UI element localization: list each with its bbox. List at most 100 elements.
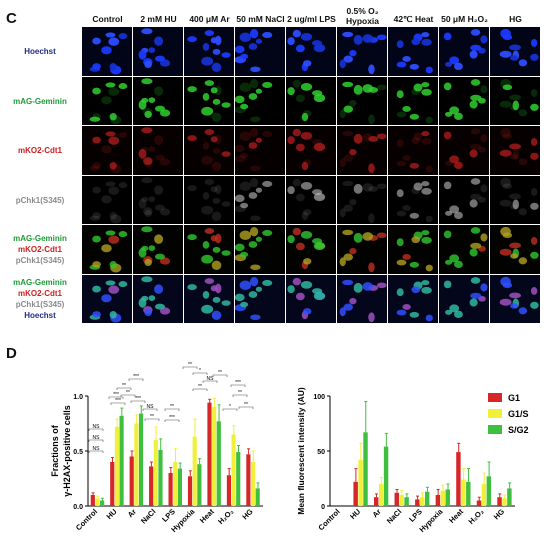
bar	[110, 462, 115, 506]
row-label-line: pChk1(S345)	[15, 300, 65, 310]
x-tick-label: HU	[348, 507, 362, 521]
significance-mark: ***	[135, 396, 141, 402]
y-tick-label: 1.0	[73, 394, 83, 401]
micrograph-tile	[184, 274, 234, 323]
bar	[456, 452, 461, 506]
bar	[466, 481, 471, 506]
row-label-line: pChk1(S345)	[15, 256, 65, 266]
micrograph-tile	[82, 225, 132, 274]
micrograph-tile	[439, 126, 489, 175]
x-tick-label: H₂O₂	[467, 507, 486, 526]
bar	[158, 449, 163, 506]
micrograph-tile	[439, 27, 489, 76]
x-tick-label: Heat	[198, 507, 216, 525]
row-label: mKO2-Cdt1	[0, 145, 80, 156]
micrograph-tile	[337, 274, 387, 323]
row-label-line: mKO2-Cdt1	[17, 289, 62, 299]
legend-swatch	[488, 393, 502, 402]
significance-bracket	[212, 374, 228, 377]
x-tick-label: Heat	[447, 507, 465, 525]
x-tick-label: H₂O₂	[216, 507, 235, 526]
x-tick-label: Hypoxia	[417, 506, 445, 534]
column-header: 42℃ Heat	[393, 14, 434, 24]
x-tick-label: HG	[492, 507, 506, 521]
y-axis-title: γ-H2AX-positive cells	[62, 405, 72, 497]
micrograph-tile	[388, 76, 438, 125]
significance-bracket	[238, 406, 254, 409]
significance-mark: NS	[147, 404, 155, 410]
y-tick-label: 0	[321, 504, 325, 511]
micrograph-tile	[133, 76, 183, 125]
bar	[226, 475, 231, 506]
micrograph-tile	[184, 27, 234, 76]
column-header: 2 ug/ml LPS	[287, 14, 336, 24]
micrograph-tile	[235, 175, 285, 224]
micrograph-tile	[286, 76, 336, 125]
significance-mark: *	[199, 368, 201, 374]
significance-mark: *	[229, 404, 231, 410]
bar	[250, 462, 256, 506]
bar	[353, 481, 358, 506]
micrograph-tile	[235, 274, 285, 323]
significance-bracket	[232, 394, 248, 397]
significance-mark: ***	[235, 380, 241, 386]
bar	[119, 415, 124, 506]
bar	[231, 434, 236, 506]
bar	[435, 495, 441, 506]
micrograph-tile	[235, 27, 285, 76]
significance-mark: NS	[93, 424, 101, 430]
significance-bracket	[144, 418, 160, 421]
x-tick-label: Ar	[126, 507, 138, 519]
micrograph-tile	[133, 175, 183, 224]
micrograph-tile	[184, 126, 234, 175]
bar	[134, 423, 139, 506]
micrograph-tile	[490, 76, 540, 125]
micrograph-tile	[82, 175, 132, 224]
bar	[424, 491, 430, 506]
x-tick-label: NaCl	[385, 507, 403, 525]
micrograph-tile	[286, 274, 336, 323]
y-tick-label: 0.5	[73, 449, 83, 456]
significance-bracket	[164, 408, 180, 411]
significance-bracket	[230, 384, 246, 387]
micrograph-tile	[184, 76, 234, 125]
bar	[149, 466, 154, 506]
micrograph-tile	[439, 76, 489, 125]
micrograph-tile	[337, 126, 387, 175]
legend-label: S/G2	[508, 425, 529, 435]
micrograph-tile	[388, 27, 438, 76]
significance-bracket	[88, 450, 104, 453]
row-label: pChk1(S345)	[0, 195, 80, 206]
significance-mark: **	[170, 404, 174, 410]
micrograph-tile	[286, 27, 336, 76]
significance-mark: **	[218, 370, 222, 376]
row-label-line: mAG-Geminin	[13, 96, 67, 106]
bar	[481, 484, 487, 506]
significance-bracket	[192, 372, 208, 375]
bar	[177, 468, 182, 506]
significance-mark: ***	[169, 415, 175, 421]
column-header: 50 mM NaCl	[236, 14, 285, 24]
x-tick-label: NaCl	[139, 507, 157, 525]
significance-bracket	[128, 378, 144, 381]
bar	[476, 500, 482, 506]
column-header: 50 μM H₂O₂	[441, 14, 488, 24]
micrograph-tile	[337, 225, 387, 274]
bar	[394, 492, 399, 506]
significance-bracket	[88, 439, 104, 442]
micrograph-tile	[439, 225, 489, 274]
y-tick-label: 0.0	[73, 504, 83, 511]
x-tick-label: HG	[240, 507, 254, 521]
micrograph-tile	[490, 27, 540, 76]
significance-bracket	[130, 400, 146, 403]
micrograph-tile	[286, 126, 336, 175]
significance-bracket	[110, 402, 126, 405]
bar	[440, 490, 446, 506]
micrograph-tile	[133, 225, 183, 274]
micrograph-tile	[286, 225, 336, 274]
significance-mark: ***	[133, 374, 139, 380]
bar	[153, 440, 158, 506]
x-tick-label: LPS	[160, 507, 177, 524]
